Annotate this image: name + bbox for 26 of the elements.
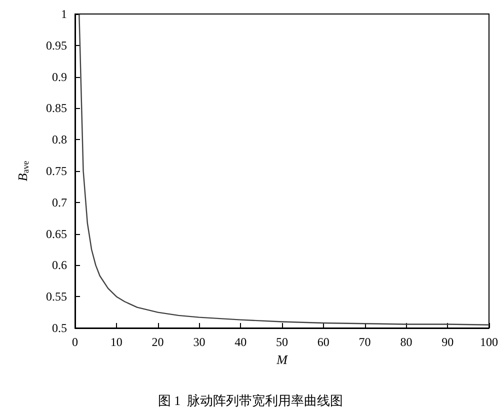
y-tick-label: 0.85 <box>46 101 67 116</box>
y-tick-label: 0.7 <box>52 195 67 210</box>
y-tick-label: 0.75 <box>46 164 67 178</box>
x-tick-label: 80 <box>400 335 412 349</box>
y-tick-label: 0.9 <box>52 70 67 84</box>
x-tick-label: 90 <box>442 335 454 349</box>
x-tick-label: 30 <box>193 335 206 349</box>
x-tick-label: 70 <box>358 335 371 349</box>
y-tick-label: 0.6 <box>52 258 67 272</box>
y-tick-label: 0.65 <box>46 226 67 241</box>
y-tick-label: 0.8 <box>52 132 67 147</box>
x-tick-label: 10 <box>110 335 122 349</box>
x-tick-label: 0 <box>72 335 78 349</box>
x-axis-title: M <box>276 352 289 367</box>
x-tick-label: 100 <box>480 335 498 349</box>
text: 图 1 脉动阵列带宽利用率曲线图 <box>158 393 344 408</box>
x-tick-label: 60 <box>317 335 330 349</box>
line-series <box>78 13 490 326</box>
y-tick-label: 0.55 <box>46 290 67 304</box>
y-tick-label: 0.95 <box>46 38 67 52</box>
x-tick-label: 20 <box>152 335 164 349</box>
y-tick-label: 1 <box>61 7 67 21</box>
x-tick-label: 50 <box>276 335 288 349</box>
y-axis-title: Bave <box>15 160 30 182</box>
x-tick-label: 40 <box>234 335 247 349</box>
y-tick-label: 0.5 <box>52 321 67 335</box>
